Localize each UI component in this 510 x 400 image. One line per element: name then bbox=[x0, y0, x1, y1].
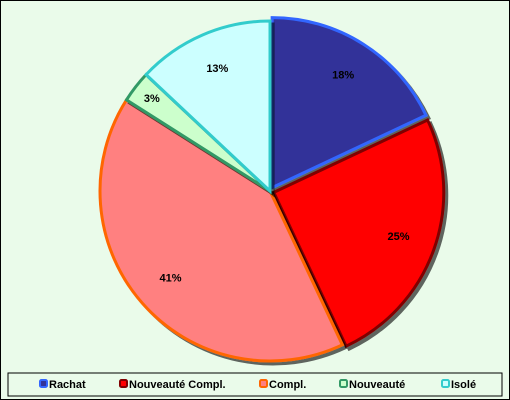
legend-swatch bbox=[119, 379, 128, 388]
pie-slice bbox=[143, 19, 272, 195]
legend-swatch bbox=[259, 379, 268, 388]
legend-label: Nouveauté Compl. bbox=[129, 379, 226, 391]
pie-slice bbox=[98, 97, 345, 363]
pie-slice bbox=[271, 117, 446, 349]
legend-label: Nouveauté bbox=[349, 379, 405, 391]
data-label: 25% bbox=[388, 231, 410, 243]
legend-swatch bbox=[339, 379, 348, 388]
pie-slice bbox=[270, 16, 428, 190]
data-label: 18% bbox=[332, 70, 354, 82]
legend-label: Isolé bbox=[451, 379, 476, 391]
data-label: 41% bbox=[160, 273, 182, 285]
legend-label: Compl. bbox=[269, 379, 306, 391]
legend-box bbox=[7, 372, 503, 397]
legend-label: Rachat bbox=[49, 379, 86, 391]
data-label: 3% bbox=[144, 93, 160, 105]
legend-swatch bbox=[441, 379, 450, 388]
legend-swatch bbox=[39, 379, 48, 388]
data-label: 13% bbox=[206, 63, 228, 75]
